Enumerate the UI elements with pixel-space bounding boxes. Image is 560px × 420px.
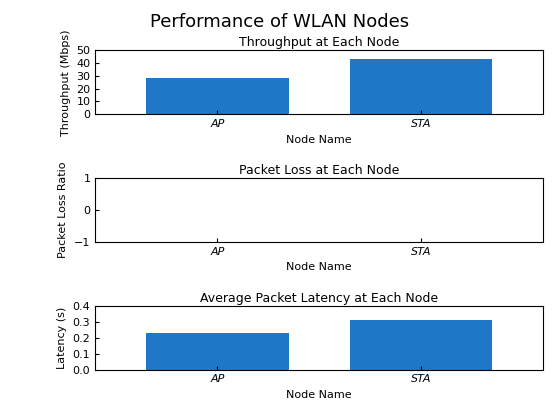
Y-axis label: Throughput (Mbps): Throughput (Mbps) (60, 29, 71, 136)
Text: Performance of WLAN Nodes: Performance of WLAN Nodes (151, 13, 409, 31)
Y-axis label: Latency (s): Latency (s) (57, 307, 67, 369)
Bar (146, 333, 288, 370)
Title: Packet Loss at Each Node: Packet Loss at Each Node (239, 164, 399, 177)
X-axis label: Node Name: Node Name (286, 262, 352, 272)
Title: Average Packet Latency at Each Node: Average Packet Latency at Each Node (200, 291, 438, 304)
Title: Throughput at Each Node: Throughput at Each Node (239, 36, 399, 49)
Y-axis label: Packet Loss Ratio: Packet Loss Ratio (58, 162, 68, 258)
Bar (350, 59, 492, 114)
Bar (350, 320, 492, 370)
Bar (146, 79, 288, 114)
X-axis label: Node Name: Node Name (286, 135, 352, 144)
X-axis label: Node Name: Node Name (286, 390, 352, 400)
